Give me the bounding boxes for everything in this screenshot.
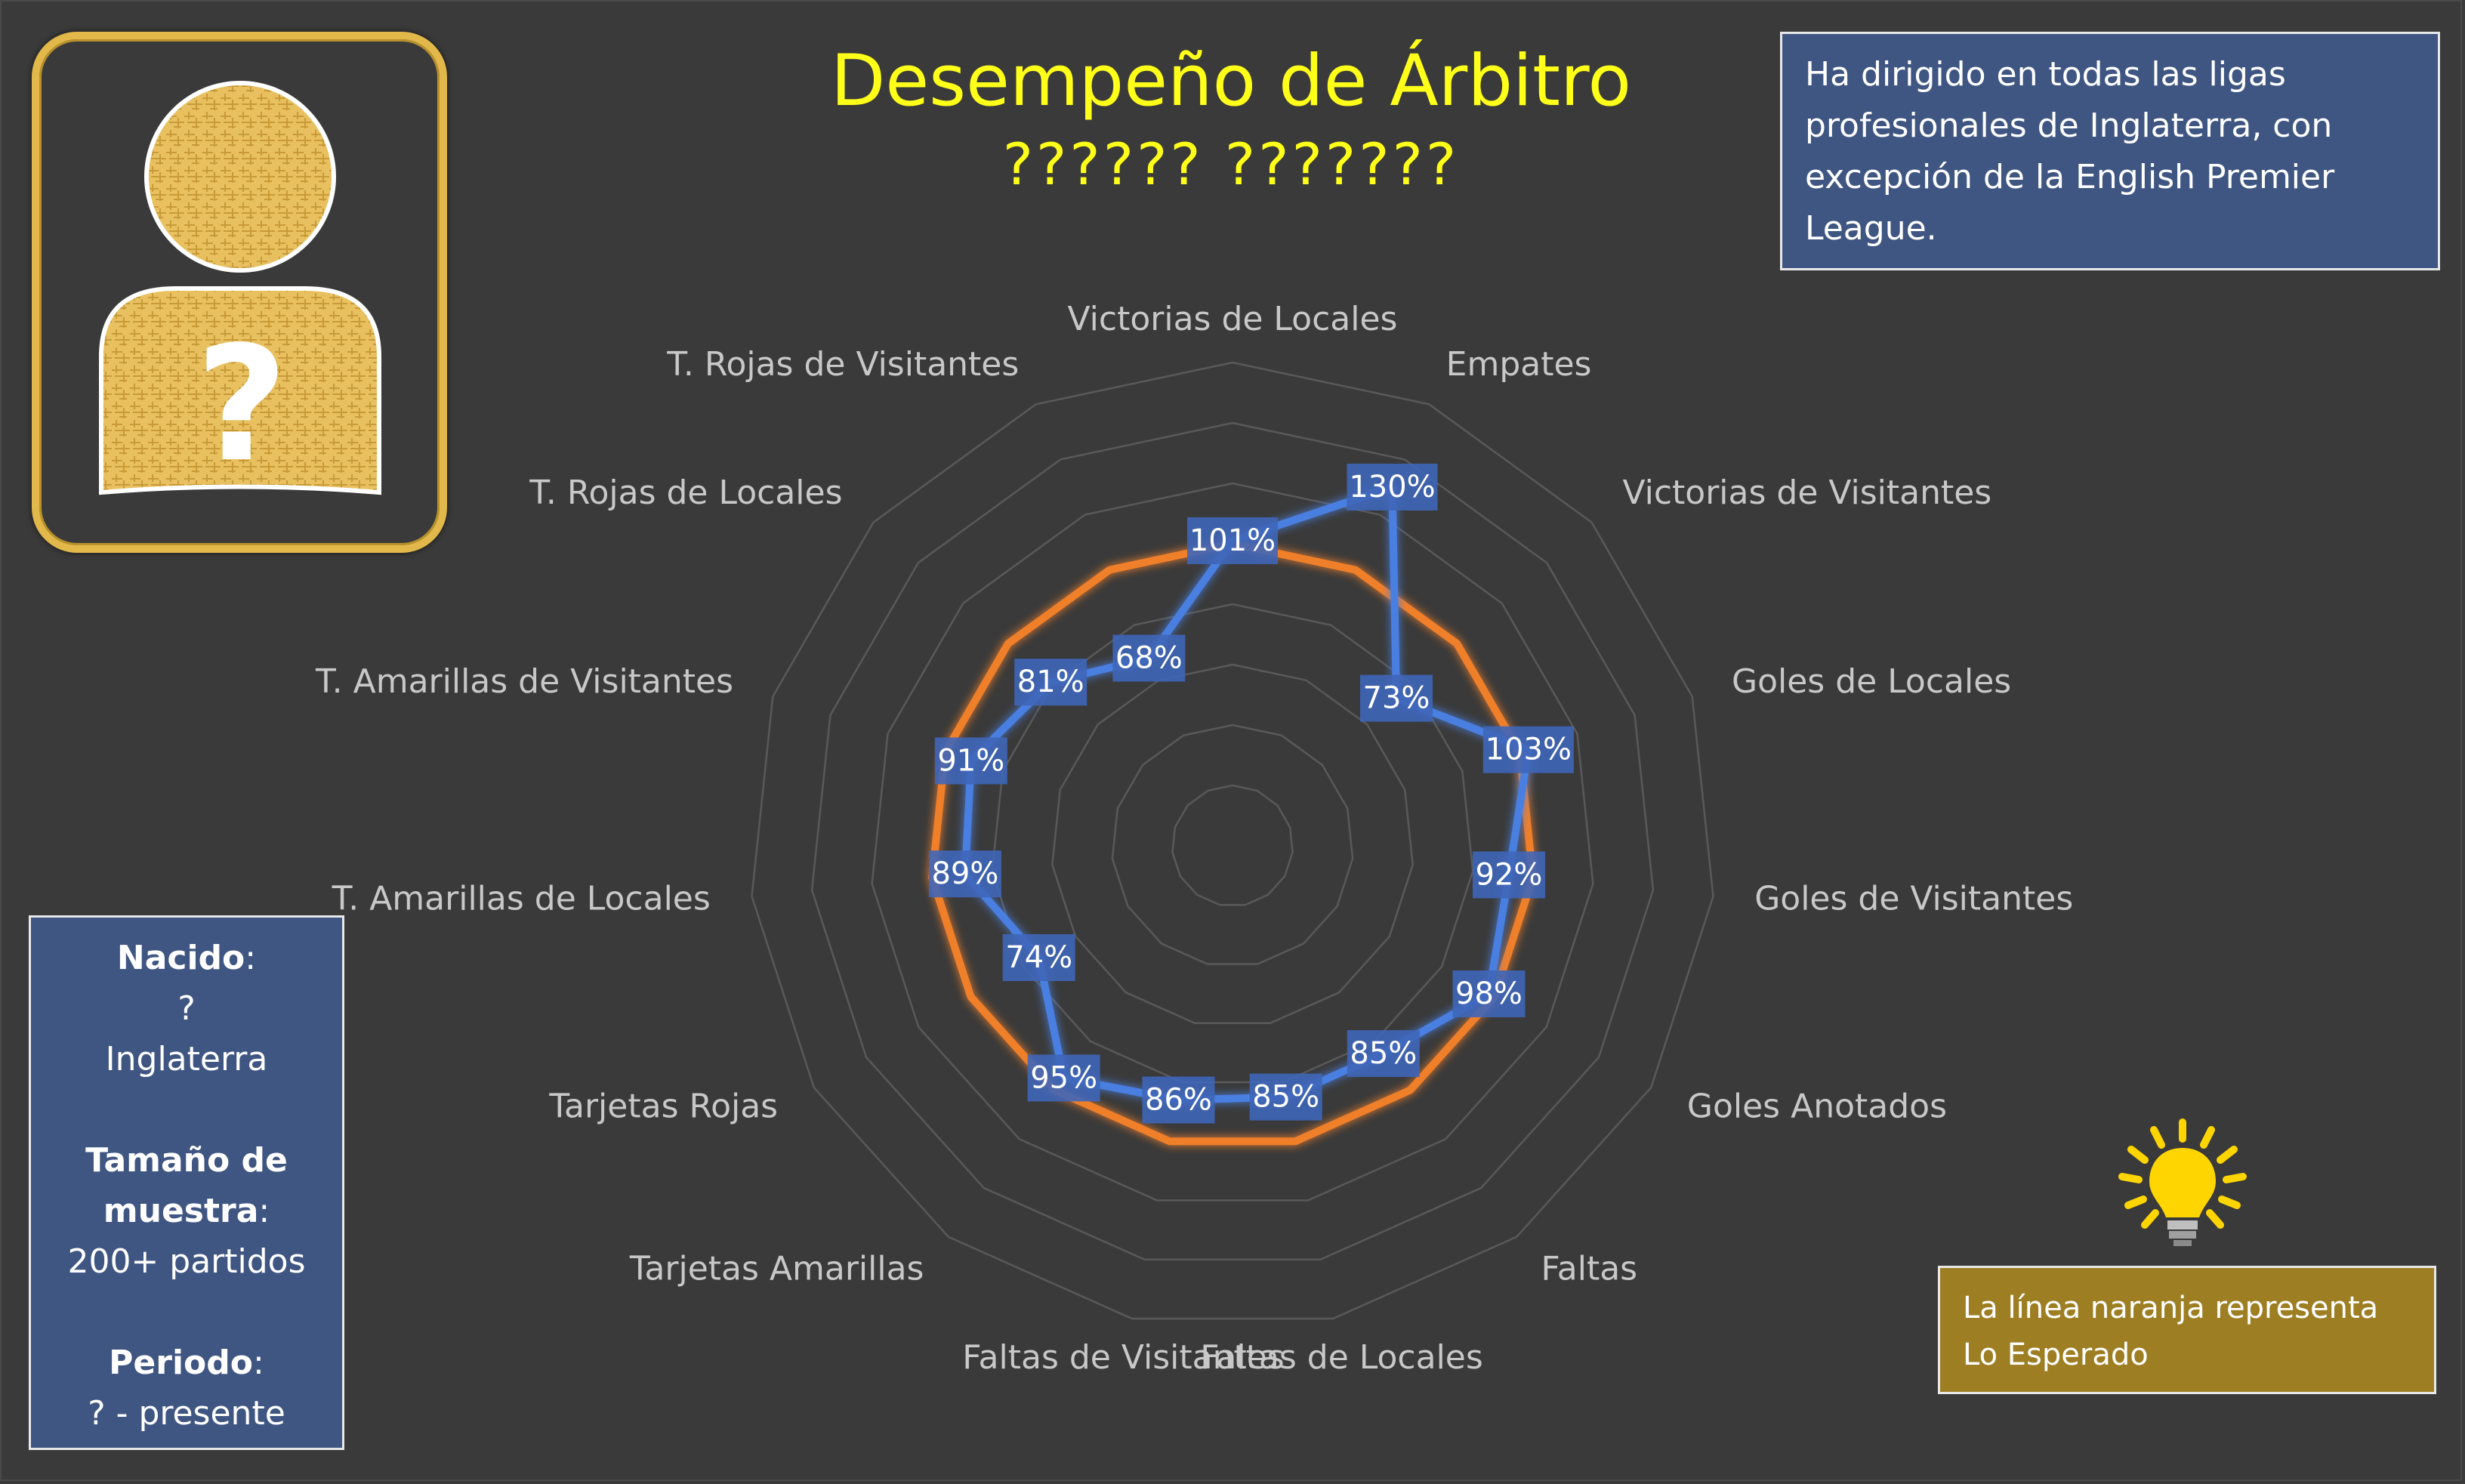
data-label-bg: [1452, 970, 1526, 1017]
data-label: 74%: [1005, 940, 1072, 975]
period-label: Periodo: [109, 1344, 253, 1382]
data-label-bg: [1347, 463, 1438, 511]
note-text: Ha dirigido en todas las ligas profesion…: [1805, 55, 2335, 248]
grid-ring: [1171, 784, 1294, 906]
data-label-bg: [1359, 674, 1433, 722]
data-label: 103%: [1485, 733, 1572, 767]
period-value: ? - presente: [88, 1394, 285, 1433]
data-label-bg: [1014, 659, 1088, 706]
grid-ring: [1111, 723, 1354, 965]
data-label: 95%: [1030, 1060, 1097, 1095]
series-line-actual: [961, 483, 1532, 1104]
data-label: 101%: [1189, 523, 1276, 558]
data-label-bg: [1112, 634, 1186, 682]
axis-label: Goles de Locales: [1732, 662, 2011, 701]
radar-grid: [751, 361, 1714, 1320]
data-label-bg: [1002, 934, 1075, 981]
data-label-bg: [1187, 517, 1278, 564]
data-label-bg: [1142, 1076, 1215, 1124]
unknown-person-icon: ?: [99, 81, 381, 497]
data-label: 81%: [1017, 665, 1084, 699]
data-label: 130%: [1349, 470, 1435, 504]
sample-label-2: muestra: [103, 1192, 259, 1230]
page-title: Desempeño de Árbitro: [830, 40, 1632, 122]
data-label-bg: [1027, 1054, 1100, 1102]
axis-label: T. Rojas de Locales: [529, 474, 842, 512]
axis-label: Goles de Visitantes: [1754, 880, 2073, 918]
grid-ring: [871, 482, 1594, 1202]
series-line-expected: [928, 540, 1537, 1146]
legend-panel: La línea naranja representa Lo Esperado: [1938, 1266, 2436, 1394]
data-label: 89%: [931, 856, 998, 891]
legend-line-2: Lo Esperado: [1963, 1337, 2149, 1372]
grid-ring: [1051, 663, 1414, 1025]
data-label: 73%: [1363, 681, 1430, 716]
data-label: 85%: [1252, 1080, 1319, 1115]
legend-line-1: La línea naranja representa: [1963, 1291, 2379, 1325]
axis-label: Faltas de Locales: [1200, 1338, 1483, 1377]
info-panel: Nacido: ? Inglaterra Tamaño de muestra: …: [29, 915, 344, 1450]
referee-name: ?????? ???????: [1002, 131, 1460, 198]
axis-label: Tarjetas Amarillas: [629, 1249, 924, 1288]
data-label-bg: [1249, 1073, 1322, 1121]
data-label: 68%: [1115, 641, 1183, 676]
lightbulb-icon: [2118, 1118, 2247, 1246]
axis-label: Victorias de Locales: [1068, 300, 1398, 338]
data-label-bg: [934, 737, 1007, 785]
avatar: ?: [32, 32, 447, 553]
data-label: 86%: [1145, 1082, 1212, 1117]
axis-label: Faltas de Visitantes: [962, 1338, 1284, 1377]
data-label-bg: [1482, 726, 1574, 773]
sample-label-1: Tamaño de: [85, 1141, 288, 1180]
data-label: 85%: [1350, 1036, 1417, 1071]
data-label: 98%: [1455, 976, 1522, 1011]
axis-label: Victorias de Visitantes: [1622, 474, 1991, 512]
axis-label: Goles Anotados: [1687, 1088, 1947, 1126]
data-label: 91%: [937, 744, 1004, 779]
data-label-bg: [928, 850, 1001, 898]
axis-label: T. Rojas de Visitantes: [666, 345, 1019, 384]
svg-text:?: ?: [196, 312, 288, 497]
born-value: ?: [177, 989, 196, 1028]
note-panel: Ha dirigido en todas las ligas profesion…: [1780, 32, 2440, 270]
grid-ring: [810, 421, 1655, 1261]
grid-ring: [751, 361, 1714, 1320]
axis-label: Empates: [1446, 345, 1592, 384]
country-value: Inglaterra: [105, 1040, 268, 1078]
data-label-bg: [1347, 1030, 1420, 1078]
axis-label: T. Amarillas de Locales: [332, 880, 711, 918]
grid-ring: [991, 603, 1474, 1084]
data-label: 92%: [1476, 857, 1543, 892]
data-label-bg: [1472, 851, 1545, 899]
data-labels: 101% 130% 73% 103% 92% 98% 85% 85% 86% 95% 74% 89% 9…: [928, 463, 1574, 1124]
series-layer: [928, 483, 1537, 1146]
axis-label: T. Amarillas de Visitantes: [315, 662, 733, 701]
axis-label: Faltas: [1541, 1249, 1638, 1288]
sample-value: 200+ partidos: [67, 1242, 306, 1281]
born-label: Nacido: [116, 939, 245, 977]
axis-labels: Victorias de Locales Empates Victorias de …: [315, 300, 2073, 1377]
axis-label: Tarjetas Rojas: [548, 1088, 778, 1126]
